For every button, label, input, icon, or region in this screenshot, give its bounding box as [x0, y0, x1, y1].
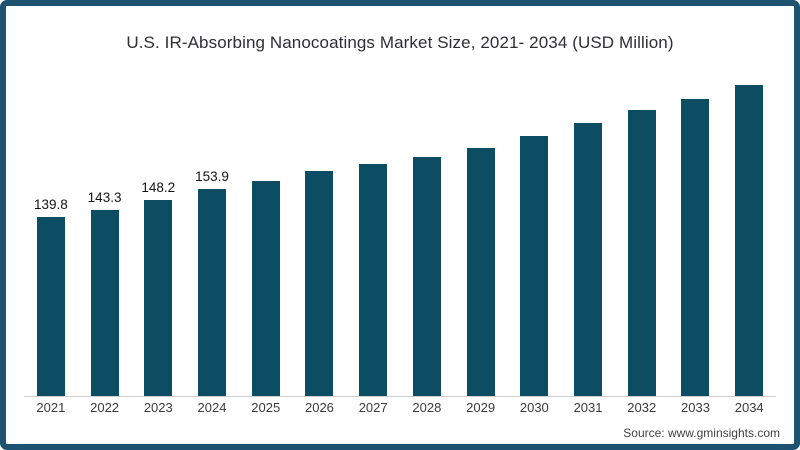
x-tick-2031: 2031 — [573, 400, 603, 415]
x-tick-2027: 2027 — [358, 400, 388, 415]
x-tick-2026: 2026 — [304, 400, 334, 415]
bar-column: 139.8 — [24, 197, 78, 396]
bar-2023 — [144, 200, 173, 396]
bar-2030 — [520, 136, 549, 396]
bar-column — [669, 79, 723, 396]
bar-column: 143.3 — [78, 190, 132, 396]
bar-column — [615, 90, 669, 396]
source-note: Source: www.gminsights.com — [623, 426, 780, 440]
plot-area: 139.8 143.3 148.2 153.9 — [24, 81, 776, 396]
x-tick-2030: 2030 — [519, 400, 549, 415]
bar-column — [722, 65, 776, 396]
bar-column — [346, 144, 400, 396]
bar-column — [239, 161, 293, 396]
bar-column — [454, 128, 508, 396]
chart-area: U.S. IR-Absorbing Nanocoatings Market Si… — [6, 6, 794, 444]
x-axis-ticks: 2021 2022 2023 2024 2025 2026 2027 2028 2029 2030… — [24, 400, 776, 416]
bar-2024 — [198, 189, 227, 396]
x-tick-2024: 2024 — [197, 400, 227, 415]
bar-value-label: 148.2 — [141, 180, 176, 196]
bar-2034 — [735, 85, 764, 396]
x-tick-2023: 2023 — [143, 400, 173, 415]
bar-2027 — [359, 164, 388, 396]
x-tick-2029: 2029 — [466, 400, 496, 415]
bar-2026 — [305, 171, 334, 396]
bar-2029 — [466, 148, 495, 396]
bar-2021 — [36, 216, 65, 396]
bar-value-label: 143.3 — [87, 189, 122, 205]
x-tick-2025: 2025 — [251, 400, 281, 415]
bar-value-label: 153.9 — [195, 169, 229, 185]
bar-column — [507, 116, 561, 396]
x-tick-2032: 2032 — [627, 400, 657, 415]
bar-column: 148.2 — [131, 180, 185, 396]
bar-2025 — [251, 181, 280, 396]
x-tick-2034: 2034 — [734, 400, 764, 415]
bar-2031 — [574, 123, 603, 396]
bar-column: 153.9 — [185, 169, 239, 396]
x-tick-2028: 2028 — [412, 400, 442, 415]
bar-2022 — [90, 209, 119, 396]
x-tick-2021: 2021 — [36, 400, 66, 415]
bar-column — [400, 137, 454, 396]
bar-value-label: 139.8 — [33, 196, 68, 212]
bar-column — [293, 151, 347, 396]
bar-column — [561, 103, 615, 396]
chart-title: U.S. IR-Absorbing Nanocoatings Market Si… — [126, 33, 674, 52]
bar-2033 — [681, 99, 710, 396]
x-tick-2022: 2022 — [90, 400, 120, 415]
bar-2032 — [627, 110, 656, 396]
x-axis-line — [24, 396, 776, 397]
bar-2028 — [412, 156, 441, 396]
x-tick-2033: 2033 — [681, 400, 710, 415]
